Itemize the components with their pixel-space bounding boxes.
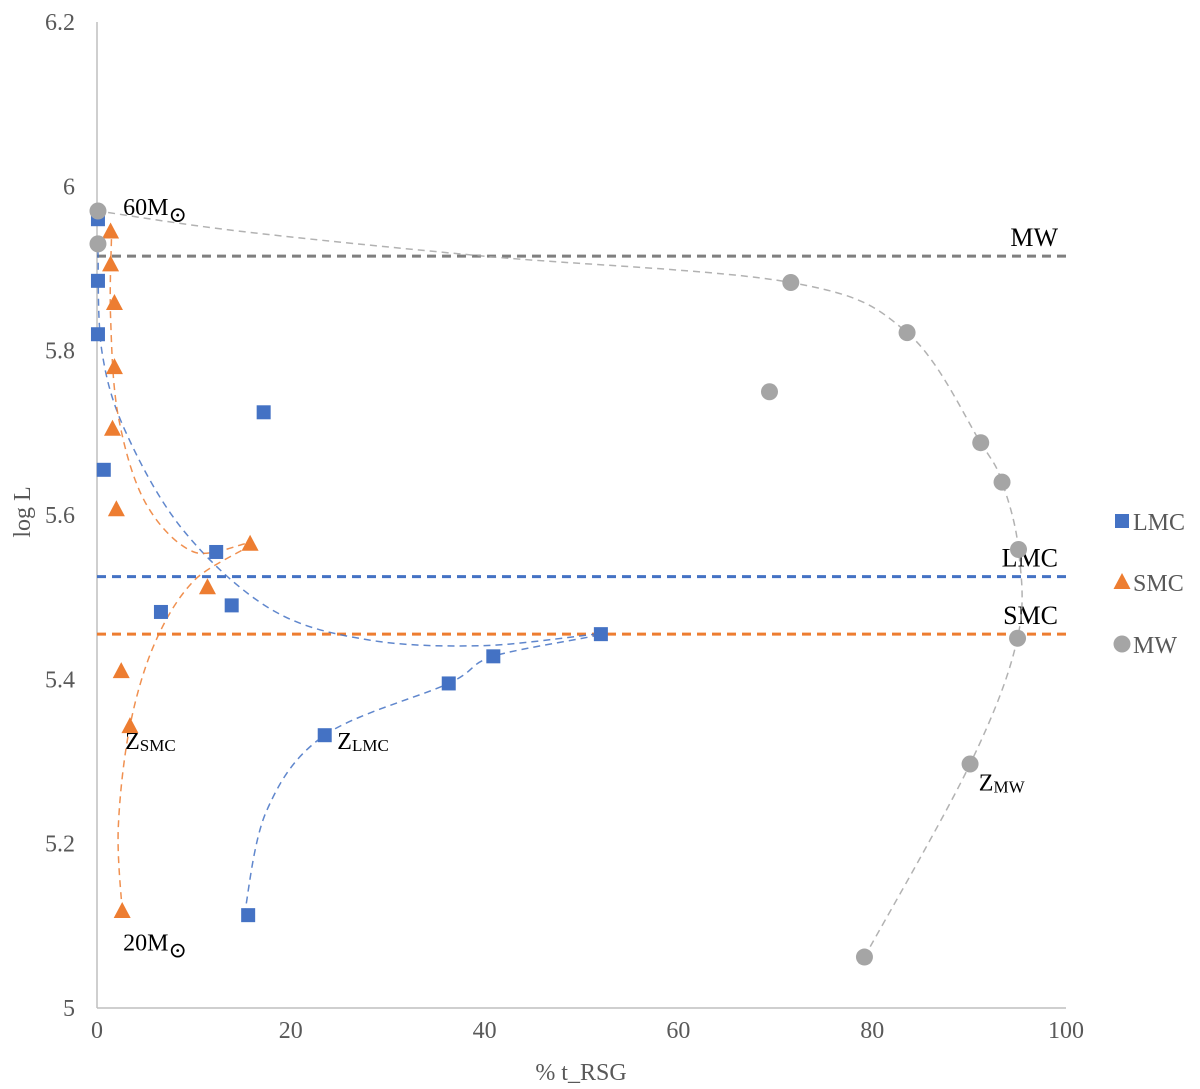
y-tick-label: 5: [63, 996, 75, 1022]
legend-marker-mw: [1113, 635, 1131, 653]
annotation-label: ZSMC: [125, 729, 176, 755]
data-point-lmc: [256, 405, 271, 420]
trend-curve-mw: [97, 210, 1023, 958]
data-point-mw: [89, 235, 107, 253]
data-point-mw: [898, 324, 916, 342]
data-point-lmc: [96, 462, 111, 477]
data-point-smc: [102, 255, 120, 272]
data-point-mw: [961, 755, 979, 773]
data-point-mw: [782, 273, 800, 291]
y-tick-label: 5.6: [45, 503, 75, 529]
data-point-smc: [105, 294, 123, 311]
data-point-lmc: [90, 273, 105, 288]
x-tick-label: 0: [91, 1018, 103, 1044]
data-point-smc: [105, 358, 123, 375]
data-point-lmc: [209, 544, 224, 559]
x-tick-label: 80: [860, 1018, 884, 1044]
x-tick-label: 100: [1048, 1018, 1084, 1044]
y-tick-label: 5.8: [45, 339, 75, 365]
data-point-smc: [102, 222, 120, 239]
data-points-group: [89, 202, 1028, 966]
legend-item-lmc: LMC: [1115, 510, 1185, 536]
reference-lines-group: MW LMC SMC: [97, 223, 1069, 636]
data-point-smc: [198, 578, 216, 595]
legend: LMC SMC MW: [1113, 510, 1185, 659]
legend-item-smc: SMC: [1113, 571, 1184, 597]
annotation-label: 20M⊙: [123, 930, 187, 962]
data-point-smc: [112, 662, 130, 679]
data-point-mw: [855, 948, 873, 966]
annotations-group: 60M⊙ 20M⊙ ZSMC ZLMC ZMW: [123, 195, 1025, 962]
legend-label: SMC: [1133, 571, 1184, 597]
annotation-label: ZLMC: [337, 729, 389, 755]
data-point-lmc: [224, 598, 239, 613]
data-point-lmc: [90, 327, 105, 342]
data-point-mw: [760, 383, 778, 401]
y-tick-label: 5.2: [45, 832, 75, 858]
x-tick-label: 40: [473, 1018, 497, 1044]
legend-label: MW: [1133, 633, 1177, 659]
trend-curves-group: [97, 210, 1023, 958]
data-point-mw: [89, 202, 107, 220]
x-tick-label: 20: [279, 1018, 303, 1044]
y-axis-title: log L: [10, 486, 36, 537]
data-point-lmc: [441, 676, 456, 691]
legend-marker-smc: [1113, 573, 1131, 589]
y-tick-label: 6.2: [45, 10, 75, 36]
legend-marker-lmc: [1115, 514, 1129, 528]
data-point-lmc: [593, 627, 608, 642]
data-point-lmc: [153, 604, 168, 619]
trend-curve-lmc: [97, 252, 602, 916]
data-point-lmc: [241, 908, 256, 923]
annotation-label: 60M⊙: [123, 195, 187, 227]
axes-group: 0 20 40 60 80 100 5 5.2 5.4 5.6 5.8 6 6.2: [45, 10, 1084, 1044]
x-axis-title: % t_RSG: [535, 1060, 626, 1086]
annotation-label: ZMW: [979, 770, 1026, 796]
data-point-mw: [972, 434, 990, 452]
y-tick-label: 5.4: [45, 667, 75, 693]
reference-line-label-lmc: LMC: [1002, 544, 1058, 573]
legend-item-mw: MW: [1113, 633, 1177, 659]
data-point-smc: [104, 419, 122, 436]
data-point-smc: [113, 902, 131, 919]
data-point-mw: [1009, 629, 1027, 647]
data-point-smc: [241, 534, 259, 551]
x-tick-label: 60: [666, 1018, 690, 1044]
data-point-smc: [107, 500, 125, 517]
data-point-lmc: [317, 728, 332, 743]
trend-curve-smc: [109, 235, 251, 912]
data-point-smc: [121, 717, 139, 734]
reference-line-label-smc: SMC: [1003, 601, 1058, 630]
data-point-lmc: [486, 649, 501, 664]
y-tick-label: 6: [63, 174, 75, 200]
legend-label: LMC: [1133, 510, 1185, 536]
data-point-mw: [993, 473, 1011, 491]
data-point-mw: [1010, 541, 1028, 559]
reference-line-label-mw: MW: [1010, 223, 1058, 252]
